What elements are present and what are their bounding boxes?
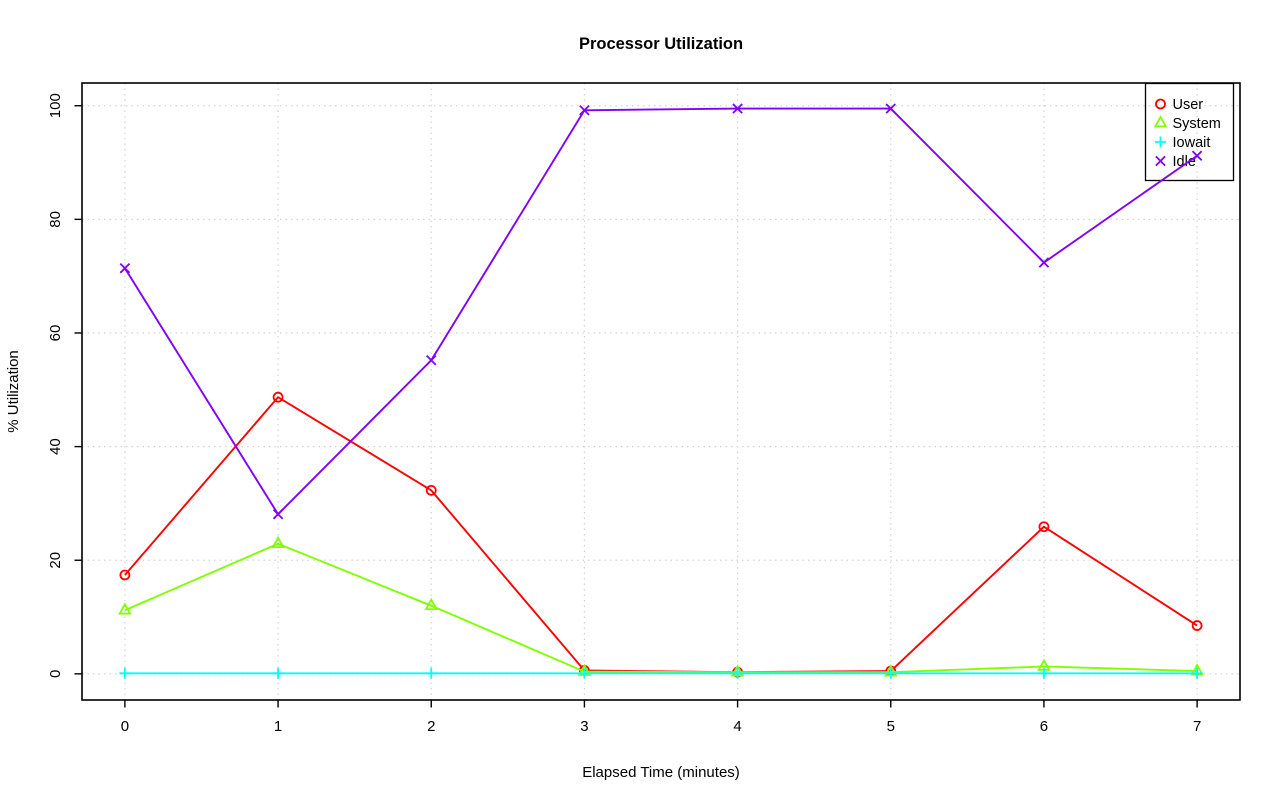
y-tick-label: 60 xyxy=(47,325,64,342)
series-line-system xyxy=(124,542,1198,674)
legend-item-system: System xyxy=(1153,115,1221,132)
x-tick-label: 0 xyxy=(121,718,129,735)
triangle-marker xyxy=(424,597,438,610)
x-tick-label: 1 xyxy=(274,718,282,735)
series-line-idle xyxy=(124,107,1198,516)
y-tick-label: 20 xyxy=(47,552,64,569)
circle-marker xyxy=(1155,98,1166,110)
x-tick-label: 6 xyxy=(1040,718,1048,735)
plus-marker xyxy=(425,667,437,679)
x-marker xyxy=(426,355,437,366)
y-axis-label: % Utilization xyxy=(5,350,22,433)
circle-marker xyxy=(119,569,131,581)
plus-marker xyxy=(1038,667,1050,679)
x-marker xyxy=(885,103,896,114)
legend-label: System xyxy=(1173,116,1221,132)
x-tick-label: 7 xyxy=(1193,718,1201,735)
legend-label: Iowait xyxy=(1173,135,1211,151)
x-marker xyxy=(1038,257,1050,268)
plus-marker xyxy=(885,667,897,679)
x-axis-label: Elapsed Time (minutes) xyxy=(582,764,740,781)
circle-marker xyxy=(1191,620,1203,631)
x-marker xyxy=(1155,155,1166,167)
plot-border xyxy=(81,82,1241,701)
y-tick-label: 40 xyxy=(47,438,64,455)
circle-marker xyxy=(1038,521,1050,533)
x-marker xyxy=(579,105,590,116)
plus-marker xyxy=(272,667,284,679)
x-tick-label: 2 xyxy=(427,718,435,735)
x-tick-label: 3 xyxy=(580,718,588,735)
triangle-marker xyxy=(1153,115,1168,128)
circle-marker xyxy=(425,484,437,496)
x-tick-label: 4 xyxy=(733,718,741,735)
legend-item-user: User xyxy=(1155,97,1204,113)
x-marker xyxy=(732,103,743,114)
triangle-marker xyxy=(271,535,285,549)
legend: User System Iowait Idle xyxy=(1144,82,1235,182)
y-tick-label: 100 xyxy=(47,93,64,118)
plus-marker xyxy=(1155,136,1166,148)
x-axis: 0 1 2 3 4 5 6 7 xyxy=(121,700,1201,735)
x-marker xyxy=(119,262,131,274)
x-marker xyxy=(272,508,284,520)
triangle-marker xyxy=(118,602,132,615)
plus-marker xyxy=(119,667,131,679)
circle-marker xyxy=(272,391,284,403)
legend-item-idle: Idle xyxy=(1155,154,1196,170)
legend-label: Idle xyxy=(1173,154,1196,170)
plus-marker xyxy=(732,667,744,679)
legend-label: User xyxy=(1173,97,1204,113)
chart-title: Processor Utilization xyxy=(579,35,743,53)
legend-box xyxy=(1144,82,1235,182)
y-tick-label: 0 xyxy=(47,670,64,678)
series-idle xyxy=(119,103,1203,520)
legend-item-iowait: Iowait xyxy=(1155,135,1210,151)
y-axis: 0 20 40 60 80 100 xyxy=(47,93,82,678)
plus-marker xyxy=(578,667,590,679)
y-tick-label: 80 xyxy=(47,211,64,228)
x-marker xyxy=(1191,150,1203,161)
series-iowait xyxy=(119,667,1203,679)
plus-marker xyxy=(1191,667,1203,679)
x-tick-label: 5 xyxy=(887,718,895,735)
